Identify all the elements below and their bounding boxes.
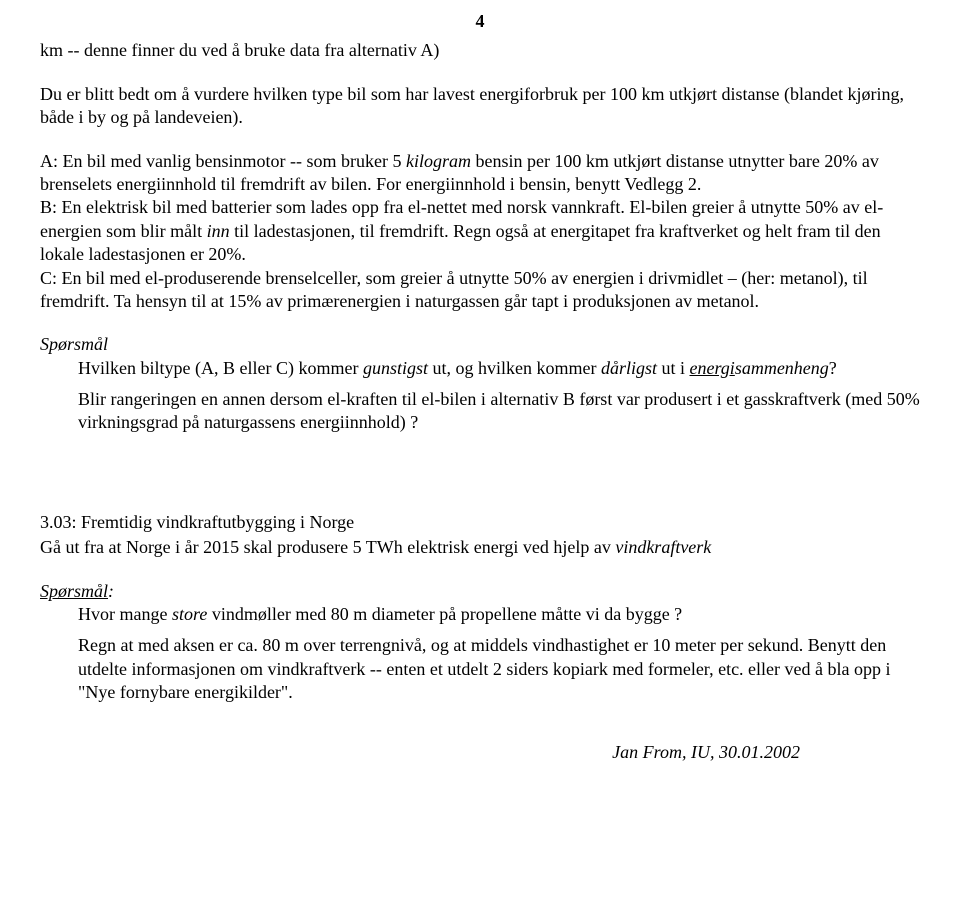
sporsmal2-q1-rest: vindmøller med 80 m diameter på propelle… xyxy=(207,604,682,624)
sporsmal1-heading: Spørsmål xyxy=(40,333,920,356)
sporsmal2-q1-prefix: Hvor mange xyxy=(78,604,172,624)
page-number: 4 xyxy=(40,10,920,33)
option-a: A: En bil med vanlig bensinmotor -- som … xyxy=(40,150,920,197)
sporsmal1-energi-underline: energi xyxy=(689,358,734,378)
section-303-vindkraftverk: vindkraftverk xyxy=(615,537,711,557)
intro-line: km -- denne finner du ved å bruke data f… xyxy=(40,39,920,62)
sporsmal1-q1-prefix: Hvilken biltype (A, B eller C) kommer xyxy=(78,358,363,378)
sporsmal1-darligst: dårligst xyxy=(601,358,657,378)
option-c: C: En bil med el-produserende brenselcel… xyxy=(40,267,920,314)
sporsmal2-heading: Spørsmål: xyxy=(40,580,920,603)
sporsmal2-store: store xyxy=(172,604,207,624)
signature-line: Jan From, IU, 30.01.2002 xyxy=(40,741,920,764)
option-b-inn: inn xyxy=(207,221,230,241)
sporsmal2-heading-prefix: Spørsmål xyxy=(40,581,108,601)
sporsmal1-gunstigst: gunstigst xyxy=(363,358,428,378)
section-303-body-prefix: Gå ut fra at Norge i år 2015 skal produs… xyxy=(40,537,615,557)
sporsmal1-q1: Hvilken biltype (A, B eller C) kommer gu… xyxy=(40,357,920,380)
sporsmal1-q2: Blir rangeringen en annen dersom el-kraf… xyxy=(40,388,920,435)
option-b: B: En elektrisk bil med batterier som la… xyxy=(40,196,920,266)
sporsmal1-q1-end: ? xyxy=(829,358,837,378)
option-a-prefix: A: En bil med vanlig bensinmotor -- som … xyxy=(40,151,406,171)
sporsmal1-q1-mid: ut, og hvilken kommer xyxy=(428,358,601,378)
prompt-paragraph: Du er blitt bedt om å vurdere hvilken ty… xyxy=(40,83,920,130)
sporsmal2-q1: Hvor mange store vindmøller med 80 m dia… xyxy=(40,603,920,626)
options-block: A: En bil med vanlig bensinmotor -- som … xyxy=(40,150,920,314)
section-303-heading: 3.03: Fremtidig vindkraftutbygging i Nor… xyxy=(40,511,920,534)
section-303-body: Gå ut fra at Norge i år 2015 skal produs… xyxy=(40,536,920,559)
sporsmal1-sammenheng: sammenheng xyxy=(735,358,829,378)
sporsmal1-q1-after: ut i xyxy=(657,358,690,378)
option-a-kilogram: kilogram xyxy=(406,151,471,171)
sporsmal2-heading-punct: : xyxy=(108,581,114,601)
sporsmal2-q2: Regn at med aksen er ca. 80 m over terre… xyxy=(40,634,920,704)
